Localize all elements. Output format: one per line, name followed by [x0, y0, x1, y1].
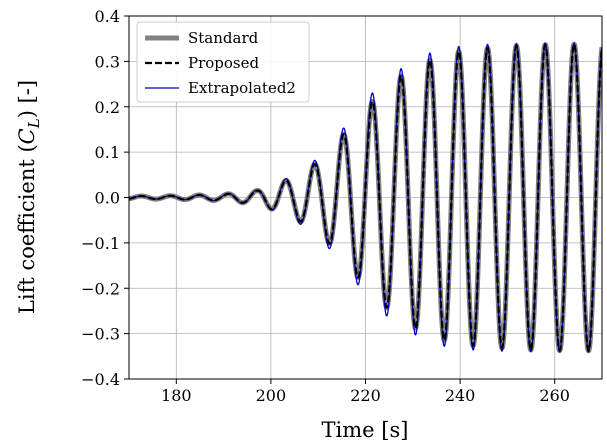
y-tick-label: 0.0	[95, 189, 120, 208]
legend-label-standard: Standard	[188, 29, 259, 47]
y-axis-title-prefix: Lift coefficient (	[15, 144, 39, 314]
y-tick-label: −0.4	[81, 370, 120, 389]
x-tick-label: 240	[445, 386, 476, 405]
legend-label-proposed: Proposed	[188, 54, 260, 72]
legend: Standard Proposed Extrapolated2	[136, 21, 310, 103]
x-tick-label: 260	[539, 386, 570, 405]
y-tick-label: −0.2	[81, 279, 120, 298]
plot-area	[129, 41, 602, 354]
y-tick-label: 0.1	[95, 143, 120, 162]
legend-box	[136, 21, 310, 103]
x-tick-label: 180	[161, 386, 192, 405]
y-axis-title-subscript: L	[25, 118, 43, 129]
x-tick-label: 220	[350, 386, 381, 405]
y-tick-label: −0.3	[81, 325, 120, 344]
y-axis-title-symbol: C	[15, 128, 39, 144]
y-axis-title-suffix: ) [-]	[15, 80, 39, 118]
x-axis-title: Time [s]	[322, 418, 409, 442]
legend-label-extrapolated2: Extrapolated2	[188, 79, 296, 97]
y-tick-label: 0.4	[95, 7, 120, 26]
x-tick-label: 200	[256, 386, 287, 405]
series-line-proposed	[129, 43, 602, 352]
y-tick-label: 0.2	[95, 98, 120, 117]
y-axis: −0.4 −0.3 −0.2 −0.1 0.0 0.1 0.2 0.3 0.4	[81, 7, 129, 389]
x-axis: 180 200 220 240 260	[161, 379, 570, 405]
y-tick-label: −0.1	[81, 234, 120, 253]
y-tick-label: 0.3	[95, 52, 120, 71]
y-axis-title: Lift coefficient (CL) [-]	[15, 80, 43, 314]
